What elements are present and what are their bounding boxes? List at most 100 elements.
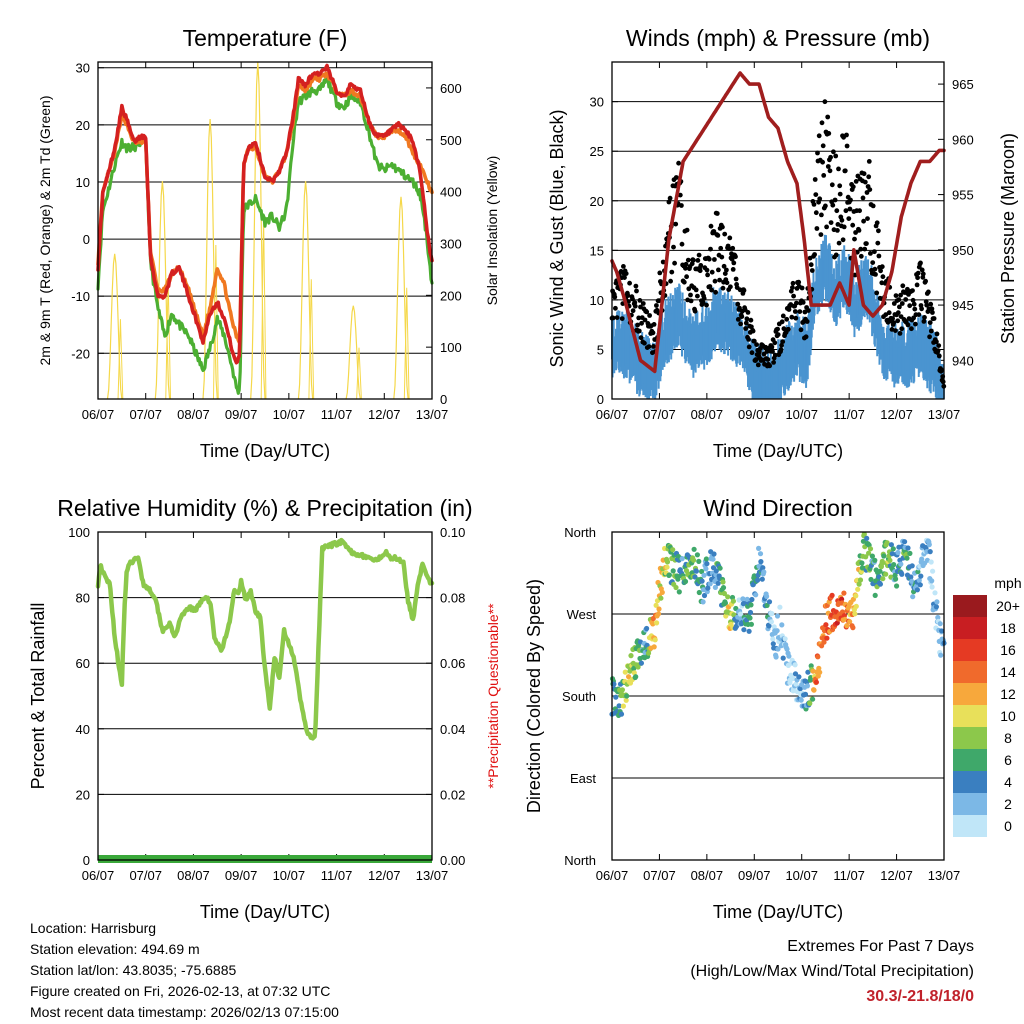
gust-point: [896, 297, 902, 303]
gust-point: [704, 302, 709, 308]
y-tick-label: 10: [590, 293, 604, 308]
direction-point: [766, 623, 772, 629]
gust-point: [677, 192, 683, 198]
direction-point: [761, 569, 767, 575]
y2-tick-label: 600: [440, 81, 462, 96]
direction-point: [707, 581, 713, 587]
direction-point: [759, 576, 765, 582]
gust-point: [867, 187, 873, 193]
gust-point: [840, 237, 846, 243]
gust-point: [798, 327, 804, 333]
direction-point: [775, 646, 781, 652]
y-tick-label: 20: [590, 194, 604, 209]
gust-point: [621, 264, 626, 269]
gust-point: [790, 280, 796, 286]
x-tick-label: 07/07: [643, 407, 676, 422]
gust-point: [729, 256, 735, 262]
direction-point: [631, 670, 637, 676]
plot-frame: [97, 531, 433, 861]
direction-point: [853, 603, 859, 609]
y-tick-label: South: [562, 689, 596, 704]
gust-point: [921, 319, 927, 324]
gust-point: [746, 337, 751, 342]
direction-point: [730, 598, 737, 604]
direction-point: [655, 611, 662, 617]
gust-point: [711, 229, 717, 234]
y2-tick-label: 0.04: [440, 722, 465, 737]
gust-point: [731, 260, 737, 266]
gust-point: [848, 197, 853, 203]
gust-point: [837, 183, 843, 189]
y-axis-label: Sonic Wind & Gust (Blue, Black): [547, 109, 567, 367]
direction-point: [894, 583, 900, 589]
gust-point: [754, 342, 759, 347]
x-tick-label: 06/07: [82, 407, 115, 422]
x-tick-label: 08/07: [177, 407, 210, 422]
extremes-value: 30.3/-21.8/18/0: [866, 988, 974, 1005]
gust-point: [935, 348, 941, 353]
direction-point: [676, 589, 682, 595]
gust-point: [721, 263, 727, 269]
gust-point: [895, 318, 901, 324]
direction-point: [888, 542, 895, 548]
direction-point: [699, 578, 705, 584]
direction-point: [813, 679, 820, 685]
y-tick-label: 30: [590, 95, 604, 110]
legend-swatch: [953, 617, 987, 639]
gust-point: [862, 246, 868, 252]
gust-point: [790, 285, 795, 290]
y-axis-label: 2m & 9m T (Red, Orange) & 2m Td (Green): [37, 96, 53, 366]
gust-point: [745, 310, 751, 315]
gust-point: [657, 270, 663, 276]
gust-point: [709, 287, 714, 293]
gust-point: [728, 284, 733, 290]
direction-point: [869, 553, 876, 559]
gust-point: [784, 316, 790, 322]
direction-point: [723, 613, 729, 619]
direction-point: [701, 572, 707, 578]
gust-point: [651, 322, 657, 327]
gust-point: [903, 297, 909, 302]
legend-label: 6: [1004, 752, 1012, 768]
gust-point: [832, 197, 838, 203]
gust-point: [831, 149, 836, 155]
gust-point: [833, 252, 839, 258]
direction-point: [881, 553, 887, 559]
x-tick-label: 06/07: [596, 868, 629, 883]
gust-point: [923, 299, 929, 305]
direction-point: [656, 606, 662, 612]
direction-point: [703, 566, 709, 572]
direction-point: [877, 568, 883, 574]
direction-point: [747, 615, 753, 621]
direction-series: [609, 531, 947, 719]
gust-point: [775, 326, 780, 332]
direction-point: [652, 637, 658, 643]
y-tick-label: 100: [68, 525, 90, 540]
speed-legend: mph 20+ 18 16 14 12 10 8 6 4 2 0: [953, 575, 1022, 837]
direction-point: [823, 622, 829, 628]
direction-point: [861, 531, 867, 537]
x-axis-label: Time (Day/UTC): [713, 441, 843, 461]
gust-point: [837, 191, 843, 197]
gust-point: [939, 367, 944, 373]
gust-point: [811, 202, 817, 207]
legend-label: 20+: [996, 598, 1020, 614]
gust-point: [685, 257, 691, 263]
gust-point: [635, 322, 640, 328]
legend-swatch: [953, 749, 987, 771]
gust-point: [861, 171, 867, 177]
direction-point: [622, 669, 628, 675]
gust-point: [827, 168, 833, 174]
gust-point: [743, 320, 749, 326]
direction-point: [737, 611, 744, 617]
gust-point: [669, 269, 675, 275]
gust-point: [830, 202, 836, 208]
gust-point: [722, 271, 728, 276]
gust-point: [822, 99, 828, 105]
direction-point: [682, 578, 689, 585]
gust-point: [853, 179, 859, 184]
gust-point: [844, 143, 850, 149]
gust-point: [940, 379, 946, 385]
direction-point: [768, 619, 775, 625]
gust-point: [691, 257, 696, 263]
